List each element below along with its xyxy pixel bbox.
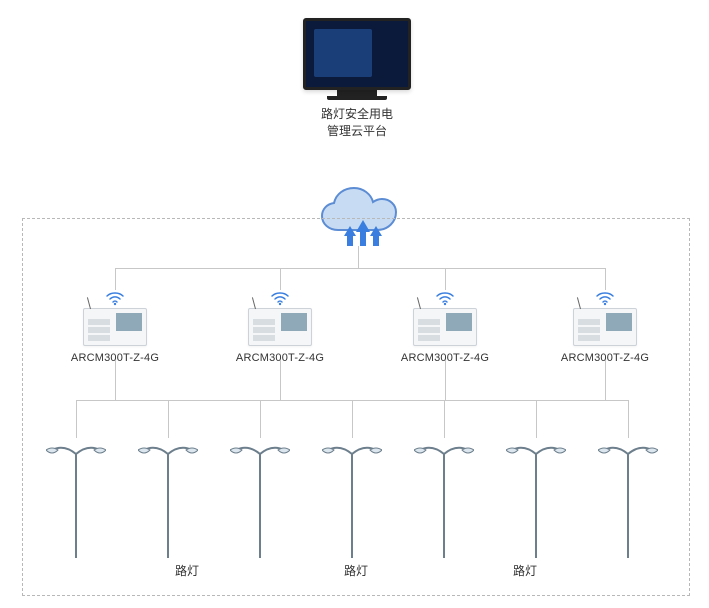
street-lamp-icon [322,438,382,563]
antenna-icon [577,297,581,309]
antenna-icon [417,297,421,309]
meter-device-icon [413,308,477,346]
meter-device-icon [248,308,312,346]
connector-line [358,246,359,268]
connector-line [115,360,116,400]
connector-line [444,400,445,438]
street-lamp-icon [506,438,566,563]
connector-line [536,400,537,438]
connector-line [168,400,169,438]
connector-line [445,268,446,290]
meter-device: ARCM300T-Z-4G [65,290,165,364]
connector-line [115,268,605,269]
platform-label-line2: 管理云平台 [303,123,411,140]
meter-device-icon [573,308,637,346]
platform-label: 路灯安全用电 管理云平台 [303,106,411,140]
network-diagram: 路灯安全用电 管理云平台 ARCM300T-Z [0,0,709,608]
street-lamp-icon [598,438,658,563]
meter-device: ARCM300T-Z-4G [395,290,495,364]
connector-line [260,400,261,438]
antenna-icon [87,297,91,309]
dashboard-widgets-icon [374,29,402,77]
connector-line [605,360,606,400]
monitor-base [327,96,387,100]
platform-monitor: 路灯安全用电 管理云平台 [303,18,411,140]
connector-line [605,268,606,290]
street-lamp-icon [230,438,290,563]
street-lamp-icon [414,438,474,563]
wifi-icon [595,290,615,306]
wifi-icon [105,290,125,306]
lamp-label: 路灯 [336,562,376,579]
connector-line [280,360,281,400]
connector-line [352,400,353,438]
connector-line [76,400,77,438]
street-lamp-icon [46,438,106,563]
lamp-label: 路灯 [167,562,207,579]
lamp-label: 路灯 [505,562,545,579]
wifi-icon [435,290,455,306]
wifi-icon [270,290,290,306]
meter-device: ARCM300T-Z-4G [555,290,655,364]
platform-label-line1: 路灯安全用电 [303,106,411,123]
street-lamp-icon [138,438,198,563]
meter-device: ARCM300T-Z-4G [230,290,330,364]
connector-line [115,268,116,290]
connector-line [280,268,281,290]
monitor-screen [303,18,411,90]
meter-device-icon [83,308,147,346]
antenna-icon [252,297,256,309]
connector-line [628,400,629,438]
connector-line [445,360,446,400]
